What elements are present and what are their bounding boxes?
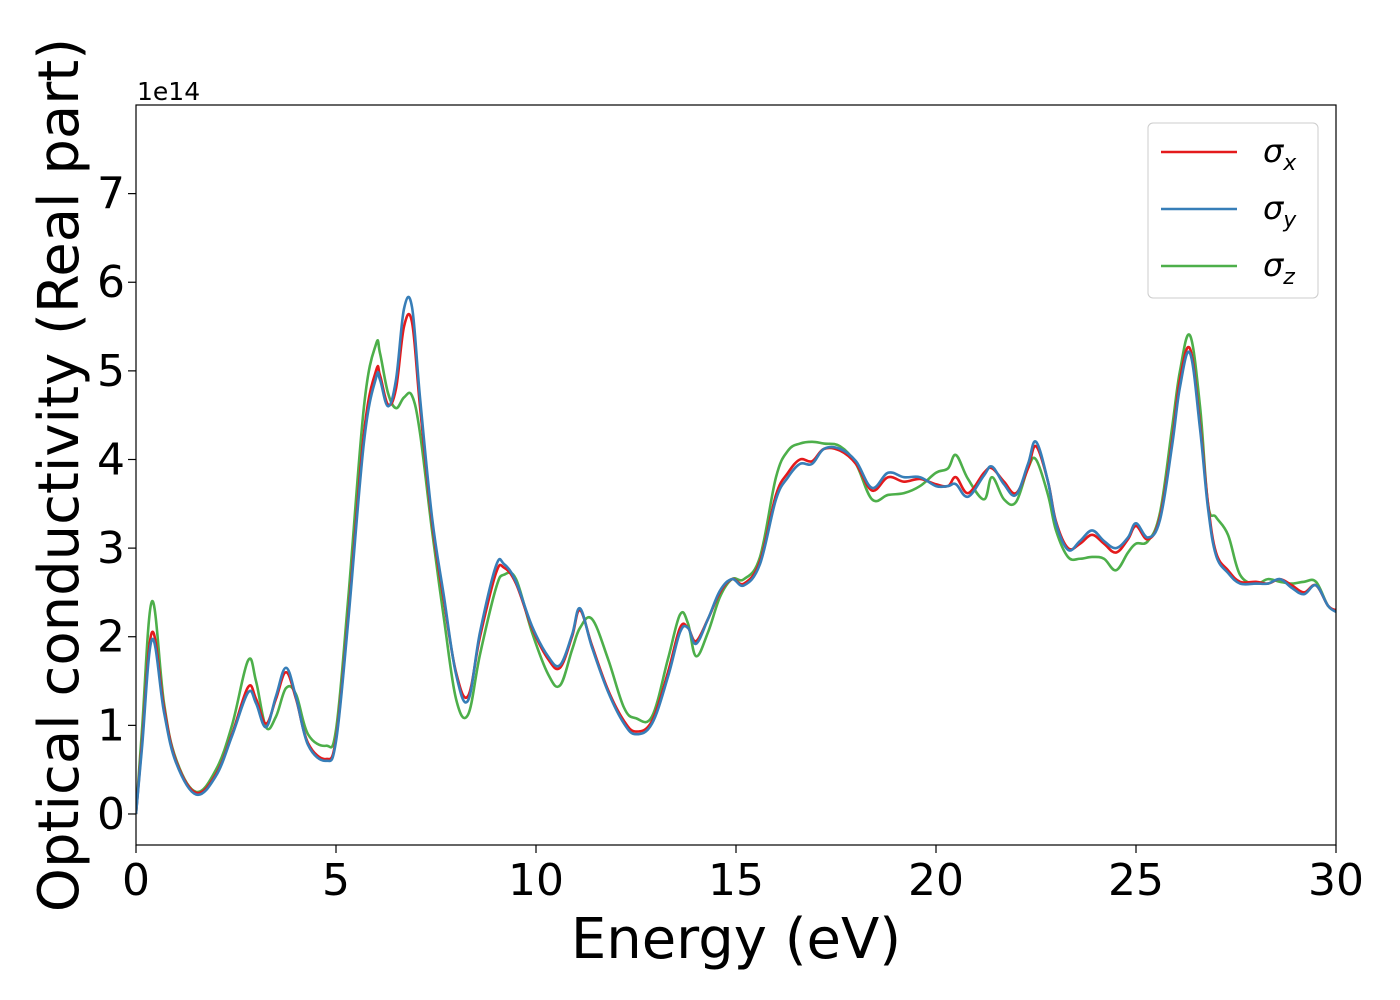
legend: σx σy σz	[1147, 122, 1319, 299]
y-axis-ticks: 0 1 2 3 4 5 6 7	[97, 169, 136, 840]
x-tick-label: 10	[508, 855, 564, 906]
y-tick-label: 6	[97, 257, 125, 308]
x-tick-label: 0	[122, 855, 150, 906]
x-tick-label: 25	[1108, 855, 1164, 906]
y-tick-label: 0	[97, 789, 125, 840]
y-tick-label: 7	[97, 169, 125, 220]
y-tick-label: 1	[97, 700, 125, 751]
x-tick-label: 30	[1308, 855, 1364, 906]
x-axis-ticks: 0 5 10 15 20 25 30	[122, 845, 1364, 906]
x-tick-label: 5	[322, 855, 350, 906]
y-tick-label: 5	[97, 346, 125, 397]
legend-box	[1147, 122, 1319, 299]
y-axis-label: Optical conductivity (Real part)	[27, 38, 92, 912]
y-tick-label: 3	[97, 523, 125, 574]
series-layer	[136, 295, 1336, 815]
series-line-y	[136, 295, 1336, 815]
x-axis-label: Energy (eV)	[571, 907, 901, 972]
y-offset-label: 1e14	[137, 77, 200, 106]
legend-label-y: σy	[1263, 189, 1297, 233]
x-tick-label: 20	[908, 855, 964, 906]
legend-label-z: σz	[1263, 246, 1295, 290]
legend-label-x: σx	[1263, 132, 1297, 176]
y-tick-label: 4	[97, 434, 125, 485]
x-tick-label: 15	[708, 855, 764, 906]
y-tick-label: 2	[97, 612, 125, 663]
